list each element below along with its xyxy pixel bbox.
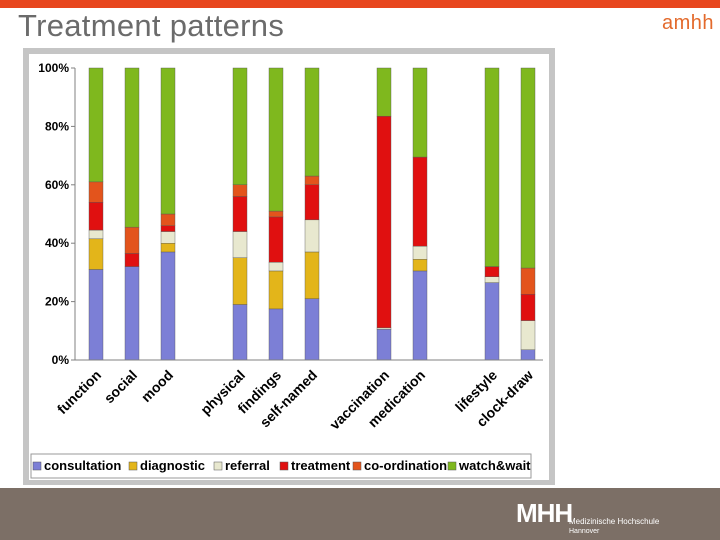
y-tick-label: 80% (45, 119, 69, 133)
logo-text-line1: Medizinische Hochschule (569, 517, 660, 526)
bar-segment-self-named-consultation (304, 298, 320, 361)
legend-label-consultation: consultation (44, 458, 121, 473)
bar-segment-physical-watch-wait (232, 67, 248, 186)
bar-segment-function-consultation (88, 269, 104, 361)
bar-segment-medication-diagnostic (412, 259, 428, 272)
bar-segment-medication-consultation (412, 270, 428, 361)
bar-segment-physical-diagnostic (232, 257, 248, 305)
y-tick-label: 40% (45, 236, 69, 250)
brand-logo: amhh (661, 12, 714, 34)
bar-segment-vaccination-consultation (376, 329, 392, 361)
legend-swatch-referral (213, 461, 223, 471)
legend-label-treatment: treatment (291, 458, 351, 473)
legend-swatch-treatment (279, 461, 289, 471)
bar-segment-findings-diagnostic (268, 270, 284, 310)
bar-segment-findings-watch-wait (268, 67, 284, 212)
bar-segment-physical-treatment (232, 196, 248, 232)
bar-segment-function-co-ordination (88, 181, 104, 203)
bar-segment-findings-referral (268, 261, 284, 272)
bar-segment-physical-consultation (232, 304, 248, 361)
legend-swatch-watch-wait (447, 461, 457, 471)
footer-bar (0, 488, 720, 540)
bar-segment-clock-draw-watch-wait (520, 67, 536, 269)
bar-segment-medication-referral (412, 245, 428, 260)
bar-segment-mood-co-ordination (160, 213, 176, 226)
logo-text-line2: Hannover (569, 528, 600, 535)
y-tick-label: 100% (38, 61, 69, 75)
y-tick-label: 0% (52, 353, 70, 367)
chart-panel: 0% 20% 40% 60% 80% 100% function social mood phy… (23, 48, 555, 485)
bar-segment-vaccination-treatment (376, 115, 392, 329)
bar-segment-lifestyle-consultation (484, 282, 500, 361)
bar-segment-social-co-ordination (124, 226, 140, 254)
legend-swatch-diagnostic (128, 461, 138, 471)
bar-segment-findings-treatment (268, 216, 284, 263)
bar-segment-social-watch-wait (124, 67, 140, 228)
legend-label-watch-wait: watch&wait (458, 458, 531, 473)
chart-area (29, 54, 549, 480)
bar-segment-vaccination-referral (376, 327, 392, 330)
bar-segment-clock-draw-co-ordination (520, 267, 536, 295)
bar-segment-lifestyle-watch-wait (484, 67, 500, 267)
bar-segment-mood-diagnostic (160, 242, 176, 253)
bar-segment-social-consultation (124, 266, 140, 361)
bar-segment-clock-draw-treatment (520, 294, 536, 321)
bar-segment-medication-treatment (412, 156, 428, 247)
bar-segment-self-named-diagnostic (304, 251, 320, 299)
bar-segment-self-named-treatment (304, 184, 320, 221)
bar-segment-physical-referral (232, 231, 248, 259)
legend-swatch-co-ordination (352, 461, 362, 471)
bar-segment-mood-consultation (160, 251, 176, 361)
bar-segment-vaccination-watch-wait (376, 67, 392, 117)
slide-title: Treatment patterns (18, 8, 285, 43)
bar-segment-clock-draw-consultation (520, 349, 536, 361)
bar-segment-findings-co-ordination (268, 210, 284, 218)
bar-segment-self-named-referral (304, 219, 320, 253)
legend-label-co-ordination: co-ordination (364, 458, 447, 473)
legend-swatch-consultation (32, 461, 42, 471)
bar-segment-social-treatment (124, 253, 140, 267)
top-accent-bar (0, 0, 720, 8)
bar-segment-self-named-watch-wait (304, 67, 320, 177)
bar-segment-mood-referral (160, 231, 176, 244)
legend-label-diagnostic: diagnostic (140, 458, 205, 473)
mhh-logo: MHH (516, 498, 573, 528)
bar-segment-mood-treatment (160, 225, 176, 232)
bar-segment-physical-co-ordination (232, 184, 248, 197)
bar-segment-clock-draw-referral (520, 320, 536, 350)
bar-segment-function-referral (88, 229, 104, 240)
bar-segment-self-named-co-ordination (304, 175, 320, 185)
bar-segment-mood-watch-wait (160, 67, 176, 215)
bar-segment-medication-watch-wait (412, 67, 428, 158)
bar-segment-lifestyle-referral (484, 276, 500, 283)
bar-segment-lifestyle-treatment (484, 266, 500, 277)
bar-segment-function-treatment (88, 202, 104, 231)
bar-segment-findings-consultation (268, 308, 284, 361)
bar-segment-function-watch-wait (88, 67, 104, 183)
legend-label-referral: referral (225, 458, 270, 473)
y-tick-label: 20% (45, 295, 69, 309)
bar-segment-function-diagnostic (88, 238, 104, 270)
y-tick-label: 60% (45, 178, 69, 192)
